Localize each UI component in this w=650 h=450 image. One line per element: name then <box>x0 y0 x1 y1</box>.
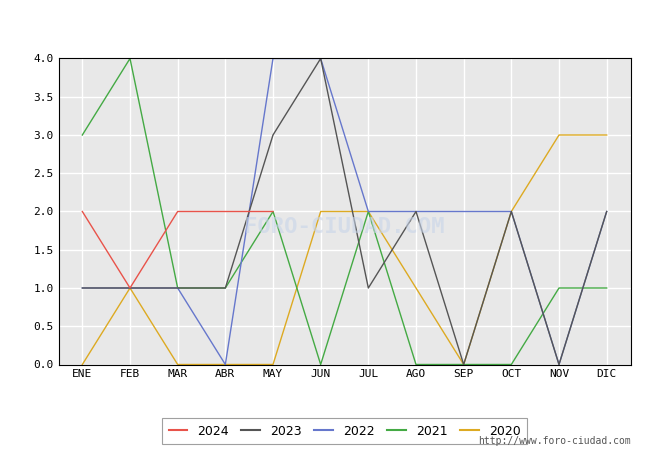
Text: Matriculaciones de Vehiculos en La Pera: Matriculaciones de Vehiculos en La Pera <box>130 14 520 32</box>
Text: FORO-CIUDAD.COM: FORO-CIUDAD.COM <box>244 217 445 237</box>
Legend: 2024, 2023, 2022, 2021, 2020: 2024, 2023, 2022, 2021, 2020 <box>162 418 526 444</box>
Text: http://www.foro-ciudad.com: http://www.foro-ciudad.com <box>478 436 630 446</box>
